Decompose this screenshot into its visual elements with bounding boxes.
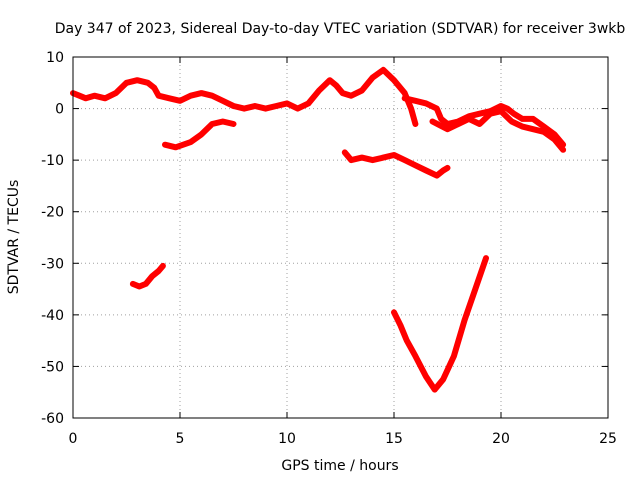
x-tick-label: 25	[599, 431, 617, 447]
plot-frame	[72, 56, 609, 419]
series-arc-6	[129, 262, 166, 290]
x-tick-label: 15	[385, 431, 403, 447]
x-tick-label: 0	[69, 431, 78, 447]
chart-title: Day 347 of 2023, Sidereal Day-to-day VTE…	[55, 21, 626, 37]
grid-lines	[73, 57, 608, 418]
series-arc-4	[162, 118, 237, 151]
series-arc-3	[429, 108, 567, 153]
x-tick-label: 20	[492, 431, 510, 447]
y-tick-label: -40	[41, 308, 64, 324]
y-tick-label: -50	[41, 359, 64, 375]
series-arc-5	[341, 149, 451, 179]
y-tick-label: -60	[41, 411, 64, 427]
x-tick-label: 5	[176, 431, 185, 447]
axis-ticks: 0 5 10 15 20 25 10 0 -10 -20 -30 -40 -50 -60	[41, 50, 617, 447]
x-tick-label: 10	[278, 431, 296, 447]
series-arc-7	[391, 255, 489, 393]
y-axis-label: SDTVAR / TECUs	[6, 180, 22, 295]
series-arc-2	[401, 95, 567, 148]
y-tick-label: -10	[41, 153, 64, 169]
y-tick-label: -20	[41, 205, 64, 221]
y-tick-label: -30	[41, 256, 64, 272]
series-arc-1	[70, 66, 419, 127]
data-series	[70, 66, 567, 393]
y-tick-label: 10	[46, 50, 64, 66]
x-axis-label: GPS time / hours	[281, 458, 398, 474]
y-tick-label: 0	[55, 102, 64, 118]
